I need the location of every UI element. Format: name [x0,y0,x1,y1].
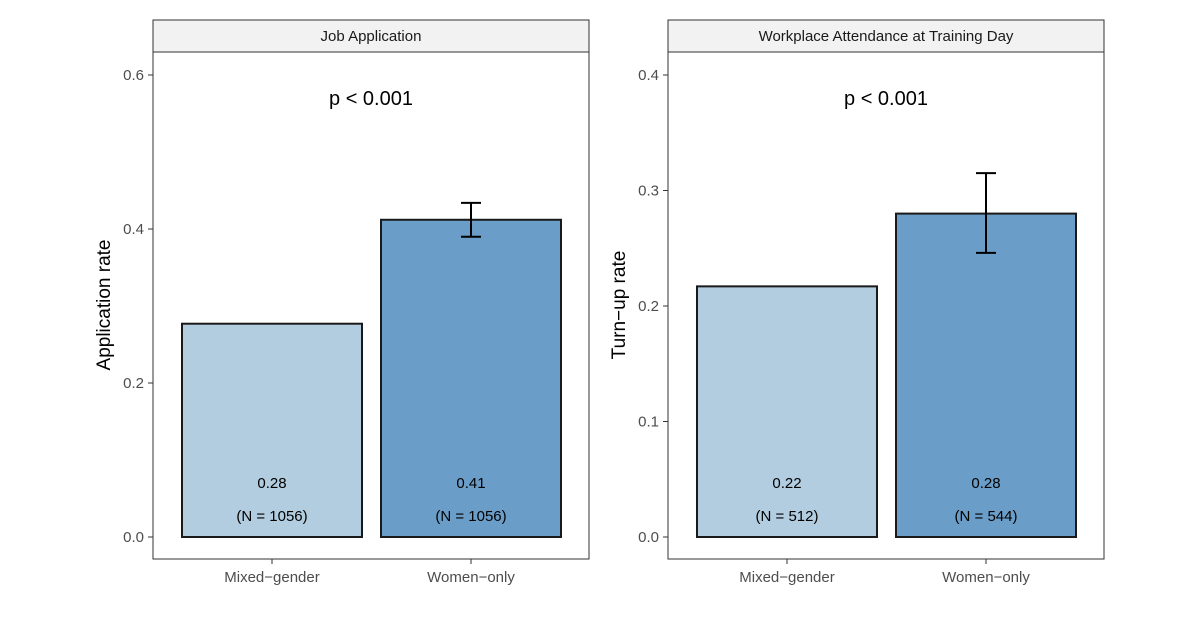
facet-strip [667,19,1105,53]
y-tick-label: 0.4 [123,221,144,238]
y-axis: 0.0 0.2 0.4 0.6 [123,67,153,546]
facet-strip-title: Job Application [321,28,422,45]
y-tick-label: 0.1 [638,414,659,431]
x-tick-label: Women−only [427,569,515,586]
x-tick-label: Mixed−gender [224,569,319,586]
bar-n-label: (N = 1056) [236,508,307,525]
y-tick-label: 0.2 [638,298,659,315]
panel-job-application: Job Application p < 0.001 Application ra… [94,19,590,586]
y-tick-label: 0.0 [123,529,144,546]
panel-workplace-attendance: Workplace Attendance at Training Day p <… [609,19,1105,586]
facet-strip-title: Workplace Attendance at Training Day [759,28,1014,45]
bar-value-label: 0.22 [772,475,801,492]
bar-n-label: (N = 512) [756,508,819,525]
bar-value-label: 0.28 [257,475,286,492]
bar-value-label: 0.41 [456,475,485,492]
bar-value-label: 0.28 [971,475,1000,492]
y-tick-label: 0.0 [638,529,659,546]
bar-n-label: (N = 544) [955,508,1018,525]
x-tick-label: Women−only [942,569,1030,586]
plot-area-border [152,51,590,560]
y-tick-label: 0.2 [123,375,144,392]
p-value-annotation: p < 0.001 [844,88,928,110]
bar-mixed-gender [696,285,878,538]
x-axis: Mixed−gender Women−only [739,559,1030,586]
x-tick-label: Mixed−gender [739,569,834,586]
bar-mixed-gender [181,322,363,538]
y-tick-label: 0.4 [638,67,659,84]
bar-women-only [380,218,562,538]
y-tick-label: 0.3 [638,183,659,200]
bars: 0.28 (N = 1056) 0.41 (N = 1056) [181,201,562,538]
bar-women-only [895,212,1077,538]
p-value-annotation: p < 0.001 [329,88,413,110]
bar-n-label: (N = 1056) [435,508,506,525]
x-axis: Mixed−gender Women−only [224,559,515,586]
error-bar [976,172,996,254]
y-tick-label: 0.6 [123,67,144,84]
error-bar [461,201,481,238]
y-axis-title: Turn−up rate [609,251,630,360]
bars: 0.22 (N = 512) 0.28 (N = 544) [696,172,1077,538]
y-axis: 0.0 0.1 0.2 0.3 0.4 [638,67,668,546]
y-axis-title: Application rate [94,240,115,371]
